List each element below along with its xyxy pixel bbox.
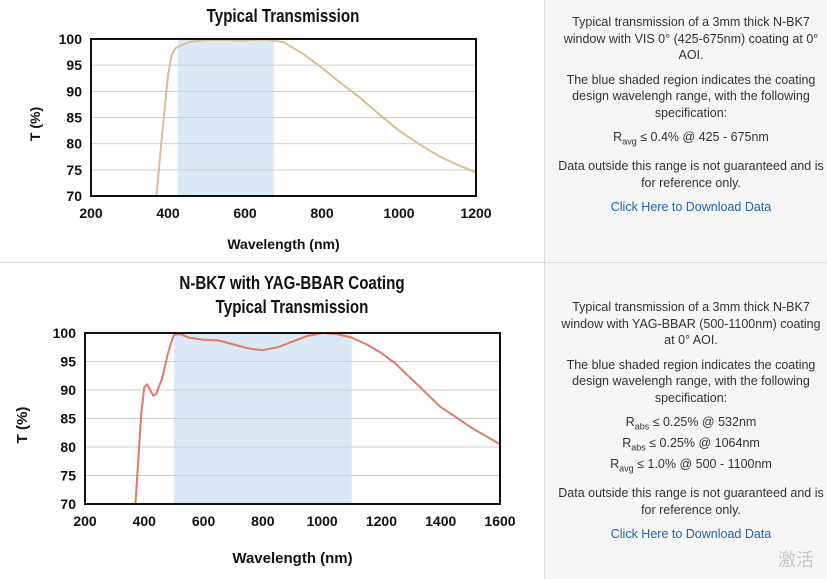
- chart-title-1-line-1: Typical Transmission: [206, 6, 360, 26]
- spec-line: Rabs ≤ 0.25% @ 1064nm: [622, 436, 760, 453]
- y-tick-label: 95: [66, 57, 82, 73]
- info-disclaimer-1: Data outside this range is not guarantee…: [558, 159, 824, 190]
- info-cell-1: Typical transmission of a 3mm thick N-BK…: [545, 0, 827, 262]
- transmission-chart-2: 70 75 80 85 90 95 100 200 400 600 800 1000 1200 1400 1…: [14, 325, 516, 567]
- info-cell-2: Typical transmission of a 3mm thick N-BK…: [545, 263, 827, 579]
- info-description-2: Typical transmission of a 3mm thick N-BK…: [561, 300, 821, 347]
- spec-line: Rabs ≤ 0.25% @ 532nm: [625, 415, 757, 432]
- y-tick-label: 85: [66, 110, 82, 126]
- x-tick-label: 1000: [383, 205, 414, 221]
- watermark-text: 激活: [778, 550, 814, 571]
- y-tick-label: 90: [66, 83, 82, 99]
- chart-cell-1: Typical Transmission 70 75 80 85 90 95 100 200 4…: [0, 0, 545, 262]
- x-tick-label: 400: [133, 513, 157, 529]
- y-tick-label: 70: [60, 496, 76, 512]
- plot-frame: [84, 332, 501, 505]
- info-text-1: Typical transmission of a 3mm thick N-BK…: [555, 14, 827, 224]
- x-tick-label: 200: [79, 205, 103, 221]
- y-tick-label: 75: [60, 468, 76, 484]
- x-tick-label: 1200: [366, 513, 397, 529]
- y-tick-label: 100: [59, 31, 83, 47]
- download-data-link-1[interactable]: Click Here to Download Data: [610, 200, 772, 214]
- y-axis-label: T (%): [27, 107, 43, 141]
- y-tick-label: 95: [60, 354, 76, 370]
- y-tick-label: 80: [60, 439, 76, 455]
- y-tick-label: 90: [60, 382, 76, 398]
- x-tick-label: 1600: [484, 513, 515, 529]
- info-shaded-note-2: The blue shaded region indicates the coa…: [566, 357, 816, 405]
- y-tick-label: 75: [66, 162, 82, 178]
- chart-title-2: N-BK7 with YAG-BBAR Coating Typical Tran…: [118, 271, 466, 319]
- spec-line: Ravg ≤ 0.4% @ 425 - 675nm: [613, 130, 769, 147]
- info-disclaimer-2: Data outside this range is not guarantee…: [558, 486, 824, 517]
- x-tick-label: 600: [192, 513, 216, 529]
- x-axis-label: Wavelength (nm): [227, 236, 339, 252]
- y-tick-label: 70: [66, 188, 82, 204]
- chart-title-2-line-1: N-BK7 with YAG-BBAR Coating: [179, 273, 405, 293]
- x-tick-label: 1000: [307, 513, 338, 529]
- transmission-line: [155, 38, 477, 197]
- x-tick-label: 1400: [425, 513, 456, 529]
- transmission-chart-1: 70 75 80 85 90 95 100 200 400 600 800 1000 1200 Wavel…: [27, 31, 492, 252]
- x-tick-label: 400: [156, 205, 180, 221]
- transmission-line: [134, 332, 501, 505]
- download-data-link-2[interactable]: Click Here to Download Data: [610, 527, 772, 541]
- info-text-2: Typical transmission of a 3mm thick N-BK…: [555, 299, 827, 551]
- x-tick-label: 1200: [460, 205, 491, 221]
- y-tick-label: 100: [53, 325, 77, 341]
- y-tick-label: 80: [66, 136, 82, 152]
- x-tick-label: 800: [310, 205, 334, 221]
- y-tick-label: 85: [60, 411, 76, 427]
- chart-title-2-line-2: Typical Transmission: [215, 297, 369, 317]
- x-tick-label: 200: [73, 513, 97, 529]
- info-specs-2: Rabs ≤ 0.25% @ 532nm Rabs ≤ 0.25% @ 1064…: [555, 414, 827, 477]
- x-tick-label: 600: [233, 205, 257, 221]
- info-specs-1: Ravg ≤ 0.4% @ 425 - 675nm: [555, 129, 827, 150]
- x-axis-label: Wavelength (nm): [232, 550, 352, 567]
- plot-frame: [90, 38, 477, 197]
- info-description-1: Typical transmission of a 3mm thick N-BK…: [563, 15, 819, 62]
- y-axis-label: T (%): [14, 407, 31, 444]
- chart-title-1: Typical Transmission: [121, 4, 445, 28]
- product-row-1: Typical Transmission 70 75 80 85 90 95 100 200 4…: [0, 0, 827, 263]
- x-tick-label: 800: [251, 513, 275, 529]
- info-shaded-note-1: The blue shaded region indicates the coa…: [566, 72, 816, 120]
- chart-cell-2: N-BK7 with YAG-BBAR Coating Typical Tran…: [0, 263, 545, 579]
- product-row-2: N-BK7 with YAG-BBAR Coating Typical Tran…: [0, 263, 827, 579]
- spec-line: Ravg ≤ 1.0% @ 500 - 1100nm: [610, 457, 772, 474]
